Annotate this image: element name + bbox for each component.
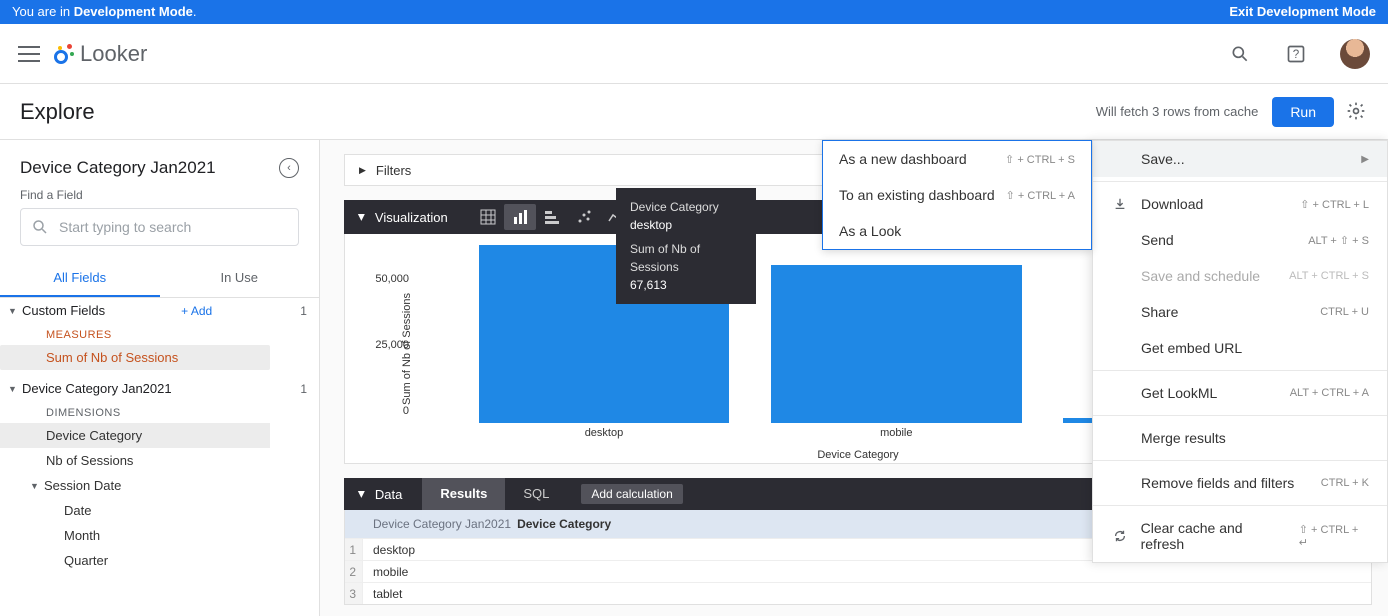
data-tab-results[interactable]: Results [422, 478, 505, 510]
explore-content: ▶ Filters ▶ Visualization ••• Sum of Nb … [320, 140, 1388, 616]
user-avatar[interactable] [1340, 39, 1370, 69]
top-app-bar: Looker ? [0, 24, 1388, 84]
measures-header: MEASURES [0, 323, 319, 345]
caret-down-icon: ▶ [356, 214, 367, 221]
brand-text: Looker [80, 41, 147, 67]
field-sum-nb-sessions[interactable]: Sum of Nb of Sessions [0, 345, 270, 370]
caret-down-icon: ▼ [8, 384, 22, 394]
chart-bar[interactable] [771, 265, 1022, 423]
menu-get-lookml[interactable]: Get LookML ALT + CTRL + A [1093, 375, 1387, 411]
tab-in-use[interactable]: In Use [160, 260, 320, 297]
y-tick-label: 0 [403, 405, 409, 417]
dev-mode-text: You are in Development Mode. [12, 0, 197, 24]
cache-status-text: Will fetch 3 rows from cache [1096, 104, 1259, 119]
table-row[interactable]: 2mobile [345, 560, 1371, 582]
page-title: Explore [20, 99, 95, 125]
menu-download[interactable]: Download ⇧ + CTRL + L [1093, 186, 1387, 222]
y-axis-ticks: 50,000 25,000 0 [373, 244, 417, 423]
explore-name: Device Category Jan2021 [20, 158, 279, 178]
viz-column-icon[interactable] [504, 204, 536, 230]
viz-bar-icon[interactable] [536, 204, 568, 230]
refresh-icon [1111, 529, 1129, 543]
looker-logo-icon [54, 44, 74, 64]
viz-table-icon[interactable] [472, 204, 504, 230]
caret-down-icon: ▼ [30, 481, 44, 491]
row-dim-cell: mobile [363, 565, 1261, 579]
field-session-date-group[interactable]: ▼ Session Date [0, 473, 319, 498]
menu-save-schedule: Save and schedule ALT + CTRL + S [1093, 258, 1387, 294]
run-button[interactable]: Run [1272, 97, 1334, 127]
row-index: 1 [345, 539, 363, 560]
tab-all-fields[interactable]: All Fields [0, 260, 160, 297]
menu-embed-url[interactable]: Get embed URL [1093, 330, 1387, 366]
y-tick-label: 50,000 [375, 273, 409, 285]
x-tick-label: mobile [880, 427, 912, 439]
save-as-look[interactable]: As a Look [823, 213, 1091, 249]
explore-actions-menu: Save... ▶ Download ⇧ + CTRL + L Send ALT… [1092, 140, 1388, 563]
explore-header: Explore Will fetch 3 rows from cache Run [0, 84, 1388, 140]
looker-logo[interactable]: Looker [54, 41, 147, 67]
x-tick-label: desktop [585, 427, 624, 439]
save-to-existing-dashboard[interactable]: To an existing dashboard ⇧ + CTRL + A [823, 177, 1091, 213]
caret-right-icon: ▶ [1361, 154, 1369, 165]
search-icon [31, 218, 49, 236]
x-axis-title: Device Category [817, 449, 898, 461]
field-device-category[interactable]: Device Category [0, 423, 270, 448]
dev-mode-banner: You are in Development Mode. Exit Develo… [0, 0, 1388, 24]
custom-fields-group[interactable]: ▼ Custom Fields + Add 1 [0, 298, 319, 323]
row-index: 2 [345, 561, 363, 582]
dimensions-header: DIMENSIONS [0, 401, 319, 423]
field-tree: ▼ Custom Fields + Add 1 MEASURES Sum of … [0, 298, 319, 616]
field-session-date-quarter[interactable]: Quarter [0, 548, 319, 573]
menu-share[interactable]: Share CTRL + U [1093, 294, 1387, 330]
row-index: 3 [345, 583, 363, 604]
field-tabs: All Fields In Use [0, 260, 319, 298]
field-session-date-month[interactable]: Month [0, 523, 319, 548]
help-icon[interactable]: ? [1284, 42, 1308, 66]
field-search-input[interactable] [59, 219, 288, 235]
field-nb-sessions[interactable]: Nb of Sessions [0, 448, 319, 473]
save-submenu: As a new dashboard ⇧ + CTRL + S To an ex… [822, 140, 1092, 250]
table-row[interactable]: 3tablet [345, 582, 1371, 604]
main-menu-icon[interactable] [18, 46, 40, 62]
menu-save[interactable]: Save... ▶ [1093, 141, 1387, 177]
find-field-label: Find a Field [0, 188, 319, 208]
caret-down-icon: ▶ [356, 491, 367, 498]
download-icon [1111, 197, 1129, 211]
caret-down-icon: ▼ [8, 306, 22, 316]
y-tick-label: 25,000 [375, 339, 409, 351]
field-picker-sidebar: Device Category Jan2021 ‹ Find a Field A… [0, 140, 320, 616]
menu-remove-fields[interactable]: Remove fields and filters CTRL + K [1093, 465, 1387, 501]
row-dim-cell: tablet [363, 587, 1261, 601]
view-group[interactable]: ▼ Device Category Jan2021 1 [0, 376, 319, 401]
svg-text:?: ? [1293, 48, 1300, 61]
menu-merge-results[interactable]: Merge results [1093, 420, 1387, 456]
field-search-box[interactable] [20, 208, 299, 246]
explore-settings-gear-icon[interactable] [1346, 101, 1368, 123]
viz-scatter-icon[interactable] [568, 204, 600, 230]
field-session-date-date[interactable]: Date [0, 498, 319, 523]
viz-type-icons [472, 204, 632, 230]
menu-send[interactable]: Send ALT + ⇧ + S [1093, 222, 1387, 258]
save-as-new-dashboard[interactable]: As a new dashboard ⇧ + CTRL + S [823, 141, 1091, 177]
add-calculation-button[interactable]: Add calculation [581, 484, 682, 504]
chart-tooltip: Device Category desktop Sum of Nb of Ses… [616, 188, 756, 304]
menu-clear-cache[interactable]: Clear cache and refresh ⇧ + CTRL + ↵ [1093, 510, 1387, 562]
exit-dev-mode-link[interactable]: Exit Development Mode [1229, 0, 1376, 24]
add-custom-field-link[interactable]: + Add [181, 304, 212, 318]
data-tab-sql[interactable]: SQL [505, 478, 567, 510]
search-icon[interactable] [1228, 42, 1252, 66]
caret-right-icon: ▶ [359, 165, 366, 176]
go-back-icon[interactable]: ‹ [279, 158, 299, 178]
